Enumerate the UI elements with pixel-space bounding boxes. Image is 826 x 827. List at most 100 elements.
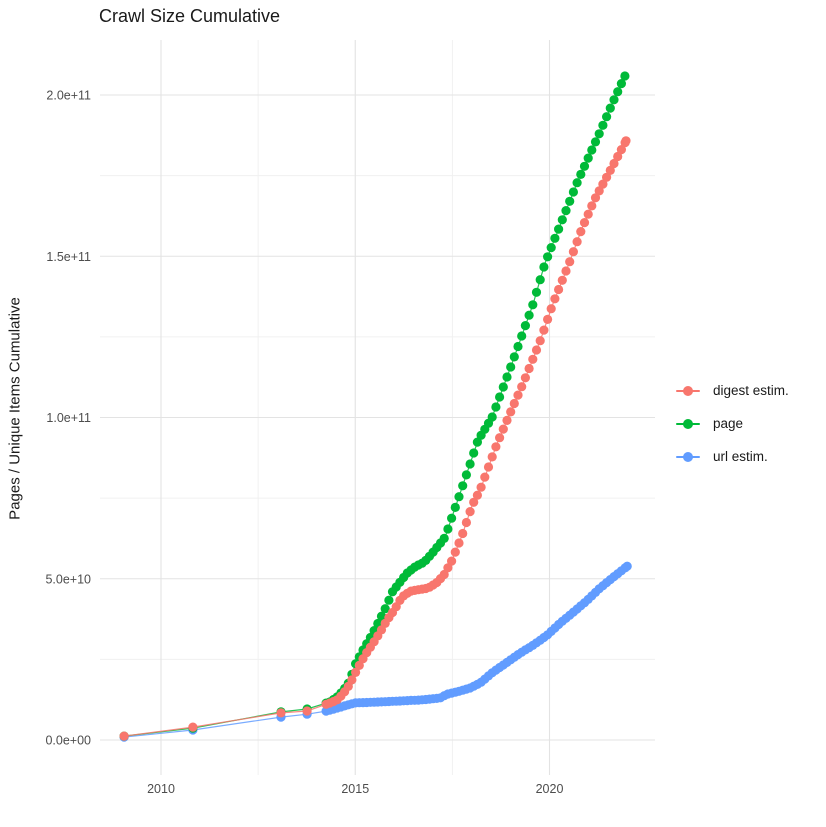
data-point <box>572 178 582 188</box>
legend: digest estim. page url estim. <box>676 374 789 473</box>
data-point <box>605 165 615 175</box>
data-point <box>616 145 627 155</box>
data-point <box>579 218 590 228</box>
data-point <box>621 136 631 146</box>
data-point <box>458 481 468 491</box>
data-point <box>587 201 597 211</box>
data-point <box>454 538 464 548</box>
data-point <box>469 448 479 458</box>
data-point <box>550 233 560 243</box>
data-point <box>609 95 619 105</box>
x-tick-label: 2010 <box>147 782 175 796</box>
data-point <box>376 611 387 621</box>
data-point <box>439 533 449 544</box>
y-tick-label: 0.0e+00 <box>45 734 91 748</box>
data-point <box>546 304 556 314</box>
data-point <box>565 196 575 206</box>
data-point <box>539 262 549 272</box>
data-point <box>495 392 505 402</box>
data-point <box>276 708 286 718</box>
x-tick-label: 2020 <box>536 782 564 796</box>
data-point <box>579 161 590 171</box>
data-point <box>598 120 608 130</box>
data-point <box>561 206 571 216</box>
y-tick-label: 1.5e+11 <box>46 250 91 264</box>
data-point <box>491 442 501 452</box>
data-point <box>590 193 601 203</box>
series-digest-estim <box>119 136 631 741</box>
data-point <box>594 129 604 139</box>
data-point <box>543 314 553 324</box>
data-point <box>598 179 608 189</box>
data-point <box>609 158 619 169</box>
data-point <box>554 284 564 295</box>
data-point <box>572 237 582 247</box>
data-point <box>568 247 579 257</box>
data-point <box>543 252 553 262</box>
data-point <box>594 186 604 196</box>
legend-label: digest estim. <box>713 383 789 398</box>
data-point <box>550 294 560 304</box>
data-point <box>498 424 508 434</box>
data-point <box>495 433 505 443</box>
data-point <box>524 363 534 374</box>
y-tick-label: 2.0e+11 <box>46 89 91 103</box>
data-point <box>506 362 516 372</box>
data-point <box>524 310 534 320</box>
data-point <box>351 667 361 678</box>
data-point <box>443 563 453 573</box>
data-point <box>535 336 545 346</box>
data-point <box>347 675 357 685</box>
legend-item-url-estim: url estim. <box>676 440 789 473</box>
data-point <box>587 145 597 155</box>
data-point <box>517 331 527 341</box>
data-point <box>568 187 579 197</box>
data-point <box>487 412 497 422</box>
data-point <box>469 497 479 507</box>
legend-item-page: page <box>676 407 789 440</box>
data-point <box>439 569 449 580</box>
data-point <box>576 227 586 237</box>
data-point <box>491 402 501 412</box>
data-point <box>498 382 508 392</box>
data-point <box>509 352 519 362</box>
legend-item-digest-estim: digest estim. <box>676 374 789 407</box>
data-point <box>535 275 545 285</box>
data-point <box>119 731 129 741</box>
data-point <box>472 490 482 500</box>
data-point <box>384 595 394 605</box>
legend-key-icon <box>676 451 700 463</box>
legend-key-icon <box>676 385 700 397</box>
data-point <box>602 112 612 122</box>
data-point <box>506 407 516 417</box>
data-point <box>472 437 482 447</box>
data-point <box>476 482 486 492</box>
data-point <box>528 300 538 310</box>
data-point <box>502 415 512 425</box>
data-point <box>539 325 549 335</box>
x-tick-label: 2015 <box>341 782 369 796</box>
data-point <box>531 345 542 355</box>
data-point <box>483 462 494 472</box>
data-point <box>583 153 593 163</box>
data-point <box>557 275 567 285</box>
data-point <box>302 706 312 716</box>
data-point <box>616 79 627 89</box>
data-point <box>443 524 453 534</box>
data-point <box>531 287 542 297</box>
legend-label: url estim. <box>713 449 768 464</box>
data-point <box>480 472 490 482</box>
data-point <box>487 452 497 462</box>
legend-key-icon <box>676 418 700 430</box>
data-point <box>502 372 512 382</box>
data-point <box>602 172 612 182</box>
series-line <box>124 140 627 737</box>
data-point <box>528 354 538 364</box>
data-point <box>450 547 460 557</box>
y-tick-label: 5.0e+10 <box>45 572 91 586</box>
data-point <box>517 382 527 392</box>
data-point <box>354 660 364 671</box>
y-axis-title: Pages / Unique Items Cumulative <box>6 297 24 520</box>
